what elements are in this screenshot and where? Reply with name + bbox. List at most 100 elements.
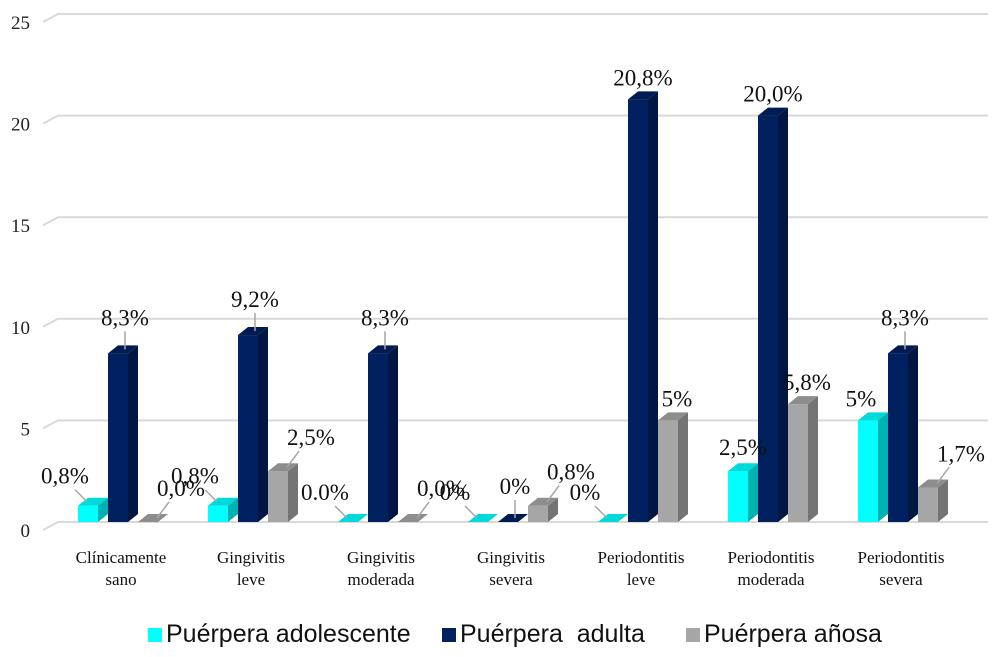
category-label-line: Periodontitis: [728, 548, 815, 567]
data-label: 0%: [570, 480, 601, 505]
data-label: 9,2%: [231, 287, 279, 312]
bar-top: [658, 412, 688, 421]
bar: [658, 412, 688, 522]
bar-side: [938, 479, 948, 522]
bar-side: [288, 463, 298, 522]
category-label-line: moderada: [737, 570, 804, 589]
bar-top: [338, 514, 368, 522]
data-label: 0,8%: [171, 464, 219, 489]
category-label-line: leve: [237, 570, 265, 589]
bar-front: [238, 335, 258, 522]
legend-item: Puérpera añosa: [686, 620, 882, 648]
bar: [138, 514, 168, 522]
data-label: 2,5%: [287, 425, 335, 450]
bar: [78, 497, 108, 522]
category-label-line: severa: [489, 570, 533, 589]
data-label: 2,5%: [719, 435, 767, 460]
legend: Puérpera adolescente Puérpera adulta Puérp…: [148, 620, 882, 648]
legend-item: Puérpera adulta: [442, 620, 645, 648]
bar-side: [908, 345, 918, 522]
data-label: 5%: [846, 386, 877, 411]
bar: [208, 497, 238, 522]
data-label: 0%: [440, 480, 471, 505]
gridlines: [42, 13, 988, 531]
gridline: [42, 419, 988, 430]
gridline: [42, 216, 988, 227]
bars: [78, 91, 948, 523]
category-label: Gingivitis severa: [477, 548, 545, 589]
bar-front: [268, 471, 288, 522]
bar-side: [878, 412, 888, 522]
bar: [368, 345, 398, 522]
data-label: 8,3%: [361, 305, 409, 330]
data-label: 0,0%: [417, 476, 465, 501]
bar-top: [398, 514, 428, 522]
label-leader-line: [156, 501, 170, 519]
legend-label: Puérpera añosa: [704, 620, 882, 648]
label-leader-line: [204, 489, 218, 503]
bar-front: [858, 420, 878, 522]
category-label-line: Gingivitis: [477, 548, 545, 567]
bar-top: [888, 345, 918, 354]
y-tick-label: 5: [21, 419, 31, 440]
bar-side: [388, 345, 398, 522]
bar-top: [368, 345, 398, 354]
bar-top: [108, 345, 138, 354]
bar: [338, 514, 368, 522]
label-leader-line: [546, 485, 560, 503]
label-leader-line: [416, 501, 430, 519]
bar-front: [108, 353, 128, 522]
data-label: 0,8%: [547, 460, 595, 485]
data-label: 5%: [662, 386, 693, 411]
bar-side: [678, 412, 688, 522]
data-labels: 0,8% 0,8% 0.0% 0% 0% 2,5% 5% 8,3% 9,2% 8,3% 0% 20,8…: [41, 65, 985, 519]
bar-front: [368, 353, 388, 522]
bar-side: [128, 345, 138, 522]
category-label: Clínicamente sano: [76, 548, 167, 589]
gridline: [42, 317, 988, 328]
bar-side: [808, 396, 818, 522]
label-leader-line: [74, 489, 88, 503]
gridline: [42, 13, 988, 23]
bar: [628, 91, 658, 523]
legend-label: Puérpera adulta: [460, 620, 645, 648]
label-leader-line: [286, 450, 300, 468]
bar: [758, 107, 788, 522]
bar-top: [528, 497, 558, 506]
bar: [498, 514, 528, 522]
y-tick-label: 25: [11, 13, 30, 34]
data-label: 0,0%: [157, 476, 205, 501]
legend-swatch: [686, 628, 700, 642]
gridline: [42, 114, 988, 125]
category-label-line: Clínicamente: [76, 548, 167, 567]
bar-front: [918, 487, 938, 522]
category-label-line: Periodontitis: [858, 548, 945, 567]
legend-label: Puérpera adolescente: [166, 620, 411, 648]
bar-top: [498, 514, 528, 522]
bar-top: [468, 514, 498, 522]
bar-front: [888, 353, 908, 522]
y-tick-label: 20: [11, 115, 30, 136]
y-axis-ticks: 0 5 10 15 20 25: [11, 13, 30, 542]
legend-item: Puérpera adolescente: [148, 620, 411, 648]
bar: [788, 396, 818, 522]
bar-front: [208, 505, 228, 522]
bar-top: [858, 412, 888, 421]
bar: [888, 345, 918, 522]
category-label-line: moderada: [347, 570, 414, 589]
label-leader-line: [936, 467, 950, 484]
legend-swatch: [148, 628, 162, 642]
data-label: 20,8%: [613, 65, 672, 90]
bar-side: [648, 91, 658, 523]
bar-top: [788, 396, 818, 405]
data-label: 8,3%: [881, 305, 929, 330]
bar-side: [748, 463, 758, 522]
y-tick-label: 0: [21, 521, 31, 542]
bar: [398, 514, 428, 522]
bar-top: [268, 463, 298, 472]
bar: [108, 345, 138, 522]
bar-side: [548, 497, 558, 522]
category-label: Gingivitis leve: [217, 548, 285, 589]
category-label-line: severa: [879, 570, 923, 589]
category-label-line: sano: [105, 570, 136, 589]
